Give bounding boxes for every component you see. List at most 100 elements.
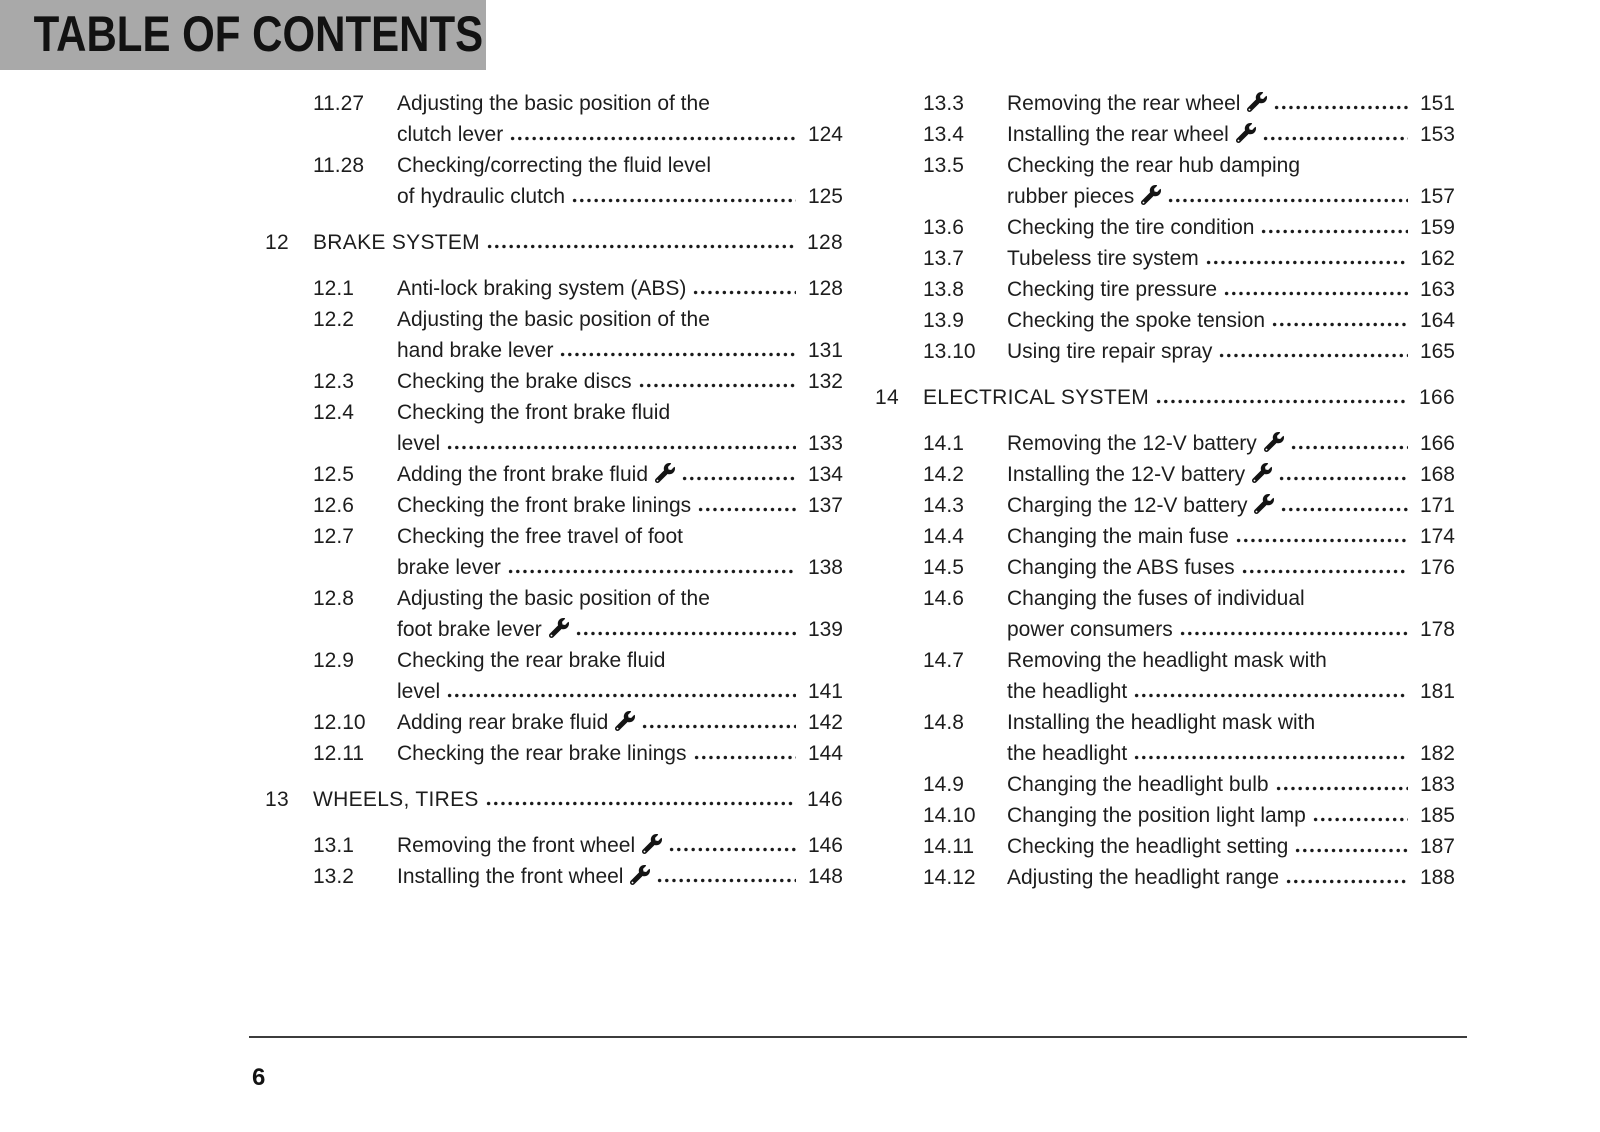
page-header-band: TABLE OF CONTENTS bbox=[0, 0, 486, 70]
toc-entry-page: 157 bbox=[1419, 185, 1455, 208]
toc-entry-body: Installing the headlight mask with the he… bbox=[1007, 707, 1455, 769]
toc-entry-lastline: foot brake lever 139 bbox=[397, 614, 843, 645]
toc-entry-number: 12.11 bbox=[313, 742, 364, 765]
toc-entry-page: 153 bbox=[1419, 123, 1455, 146]
leader-dots bbox=[559, 352, 796, 357]
toc-entry-number: 12.9 bbox=[313, 649, 354, 672]
leader-dots bbox=[697, 507, 796, 512]
toc-entry-page: 142 bbox=[807, 711, 843, 734]
toc-entry-body: Changing the headlight bulb 183 bbox=[1007, 769, 1455, 800]
toc-entry-lastline: Changing the ABS fuses 176 bbox=[1007, 552, 1455, 583]
toc-entry-body: Changing the position light lamp 185 bbox=[1007, 800, 1455, 831]
toc-entry-title: Changing the main fuse bbox=[1007, 525, 1229, 548]
toc-entry-lastline: level 141 bbox=[397, 676, 843, 707]
toc-entry-title: Adjusting the headlight range bbox=[1007, 866, 1280, 889]
toc-entry-lastline: Checking tire pressure 163 bbox=[1007, 274, 1455, 305]
toc-entry-title: of hydraulic clutch bbox=[397, 185, 566, 208]
toc-entry-page: 124 bbox=[807, 123, 843, 146]
toc-entry-body: Anti-lock braking system (ABS) 128 bbox=[397, 273, 843, 304]
toc-section-row: 12.10 Adding rear brake fluid 142 bbox=[265, 707, 843, 738]
toc-entry-lastline: of hydraulic clutch 125 bbox=[397, 181, 843, 212]
toc-entry-page: 166 bbox=[1419, 432, 1455, 455]
toc-entry-title-line: Checking the free travel of foot bbox=[397, 525, 683, 548]
toc-entry-title: foot brake lever bbox=[397, 618, 542, 641]
leader-dots bbox=[681, 476, 796, 481]
toc-chapter-row: 13 WHEELS, TIRES 146 bbox=[265, 784, 843, 815]
toc-entry-title: rubber pieces bbox=[1007, 185, 1135, 208]
toc-entry-lastline: the headlight 182 bbox=[1007, 738, 1455, 769]
toc-entry-title: Checking the tire condition bbox=[1007, 216, 1255, 239]
toc-entry-lastline: Installing the rear wheel 153 bbox=[1007, 119, 1455, 150]
toc-entry-title: Charging the 12-V battery bbox=[1007, 494, 1248, 517]
wrench-icon bbox=[1254, 494, 1275, 514]
leader-dots bbox=[1223, 291, 1408, 296]
toc-entry-body: Installing the front wheel 148 bbox=[397, 861, 843, 892]
toc-section-row: 14.10 Changing the position light lamp 185 bbox=[875, 800, 1455, 831]
toc-entry-page: 166 bbox=[1419, 386, 1455, 409]
toc-entry-number: 14.7 bbox=[923, 649, 964, 672]
toc-entry-lastline: hand brake lever 131 bbox=[397, 335, 843, 366]
leader-dots bbox=[1274, 786, 1408, 791]
toc-entry-body: Checking/correcting the fluid level of hy… bbox=[397, 150, 843, 212]
toc-section-row: 14.5 Changing the ABS fuses 176 bbox=[875, 552, 1455, 583]
toc-entry-number: 14.6 bbox=[923, 587, 964, 610]
toc-entry-title: WHEELS, TIRES bbox=[313, 788, 479, 811]
leader-dots bbox=[1280, 507, 1408, 512]
toc-entry-body: Tubeless tire system 162 bbox=[1007, 243, 1455, 274]
toc-entry-page: 144 bbox=[807, 742, 843, 765]
toc-section-row: 13.5 Checking the rear hub damping rubber … bbox=[875, 150, 1455, 212]
toc-entry-page: 151 bbox=[1419, 92, 1455, 115]
leader-dots bbox=[1167, 198, 1408, 203]
toc-entry-lastline: Checking the tire condition 159 bbox=[1007, 212, 1455, 243]
toc-entry-page: 141 bbox=[807, 680, 843, 703]
toc-entry-number: 11.28 bbox=[313, 154, 364, 177]
toc-entry-lastline: Checking the front brake linings 137 bbox=[397, 490, 843, 521]
leader-dots bbox=[1218, 353, 1408, 358]
toc-entry-title: Installing the rear wheel bbox=[1007, 123, 1229, 146]
toc-entry-body: BRAKE SYSTEM 128 bbox=[313, 227, 843, 258]
toc-entry-number: 12.6 bbox=[313, 494, 354, 517]
toc-entry-title-line: Installing the headlight mask with bbox=[1007, 711, 1316, 734]
toc-section-row: 13.3 Removing the rear wheel 151 bbox=[875, 88, 1455, 119]
toc-entry-body: Checking the tire condition 159 bbox=[1007, 212, 1455, 243]
toc-section-row: 14.12 Adjusting the headlight range 188 bbox=[875, 862, 1455, 893]
leader-dots bbox=[1204, 260, 1408, 265]
toc-entry-lastline: Charging the 12-V battery 171 bbox=[1007, 490, 1455, 521]
leader-dots bbox=[668, 847, 796, 852]
toc-entry-number: 14.2 bbox=[923, 463, 964, 486]
wrench-icon bbox=[1247, 92, 1268, 112]
toc-entry-title-line: Adjusting the basic position of the bbox=[397, 308, 710, 331]
toc-section-row: 12.9 Checking the rear brake fluid level 14… bbox=[265, 645, 843, 707]
toc-entry-body: Adjusting the basic position of the foot … bbox=[397, 583, 843, 645]
toc-entry-title-line: Adjusting the basic position of the bbox=[397, 587, 710, 610]
toc-entry-title: ELECTRICAL SYSTEM bbox=[923, 386, 1150, 409]
toc-entry-lastline: Adding rear brake fluid 142 bbox=[397, 707, 843, 738]
toc-entry-number: 13.5 bbox=[923, 154, 964, 177]
toc-entry-title-line: Changing the fuses of individual bbox=[1007, 587, 1305, 610]
toc-column-right: 13.3 Removing the rear wheel 151 13.4 Instal… bbox=[875, 88, 1455, 893]
toc-entry-body: Adjusting the basic position of the clutc… bbox=[397, 88, 843, 150]
toc-entry-page: 181 bbox=[1419, 680, 1455, 703]
toc-entry-body: Removing the rear wheel 151 bbox=[1007, 88, 1455, 119]
toc-entry-number: 14.4 bbox=[923, 525, 964, 548]
toc-entry-lastline: Installing the front wheel 148 bbox=[397, 861, 843, 892]
leader-dots bbox=[692, 755, 796, 760]
toc-entry-lastline: Checking the rear brake linings 144 bbox=[397, 738, 843, 769]
toc-entry-lastline: clutch lever 124 bbox=[397, 119, 843, 150]
toc-entry-number: 13.3 bbox=[923, 92, 964, 115]
wrench-icon bbox=[1141, 185, 1162, 205]
toc-entry-body: Changing the ABS fuses 176 bbox=[1007, 552, 1455, 583]
toc-section-row: 13.2 Installing the front wheel 148 bbox=[265, 861, 843, 892]
toc-entry-number: 12.8 bbox=[313, 587, 354, 610]
toc-entry-number: 14.12 bbox=[923, 866, 976, 889]
toc-section-row: 14.11 Checking the headlight setting 187 bbox=[875, 831, 1455, 862]
toc-entry-body: Adding the front brake fluid 134 bbox=[397, 459, 843, 490]
toc-entry-number: 14.3 bbox=[923, 494, 964, 517]
leader-dots bbox=[1289, 445, 1408, 450]
toc-section-row: 12.1 Anti-lock braking system (ABS) 128 bbox=[265, 273, 843, 304]
toc-entry-lastline: Using tire repair spray 165 bbox=[1007, 336, 1455, 367]
toc-section-row: 12.3 Checking the brake discs 132 bbox=[265, 366, 843, 397]
leader-dots bbox=[484, 801, 796, 806]
toc-entry-page: 146 bbox=[807, 834, 843, 857]
toc-entry-body: Removing the 12-V battery 166 bbox=[1007, 428, 1455, 459]
